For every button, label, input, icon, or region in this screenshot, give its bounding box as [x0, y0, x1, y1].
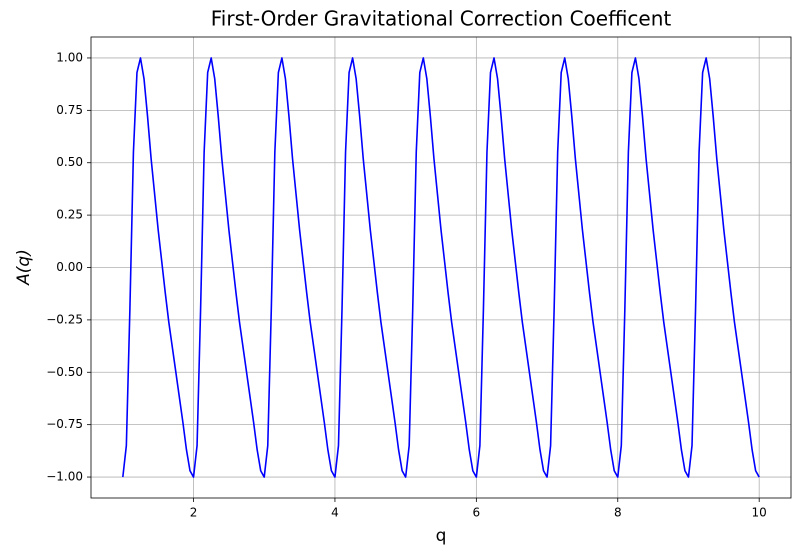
y-tick-label: 0.50 — [56, 155, 83, 169]
y-tick-label: −0.50 — [46, 365, 83, 379]
y-tick-label: 0.25 — [56, 208, 83, 222]
data-line — [122, 57, 760, 478]
x-tick-label: 8 — [614, 506, 622, 520]
y-tick-label: −0.25 — [46, 312, 83, 326]
x-tick-label: 4 — [331, 506, 339, 520]
y-tick-label: 0.00 — [56, 260, 83, 274]
y-axis-label: A(q) — [14, 249, 34, 286]
y-tick-label: −0.75 — [46, 417, 83, 431]
plot-frame — [90, 36, 792, 499]
y-tick-label: 0.75 — [56, 103, 83, 117]
y-tick-label: −1.00 — [46, 470, 83, 484]
y-tick-label: 1.00 — [56, 50, 83, 64]
x-tick-label: 10 — [752, 506, 767, 520]
x-tick-label: 2 — [190, 506, 198, 520]
x-axis-label: q — [436, 526, 447, 546]
chart-title: First-Order Gravitational Correction Coe… — [211, 7, 672, 31]
x-tick-label: 6 — [473, 506, 481, 520]
